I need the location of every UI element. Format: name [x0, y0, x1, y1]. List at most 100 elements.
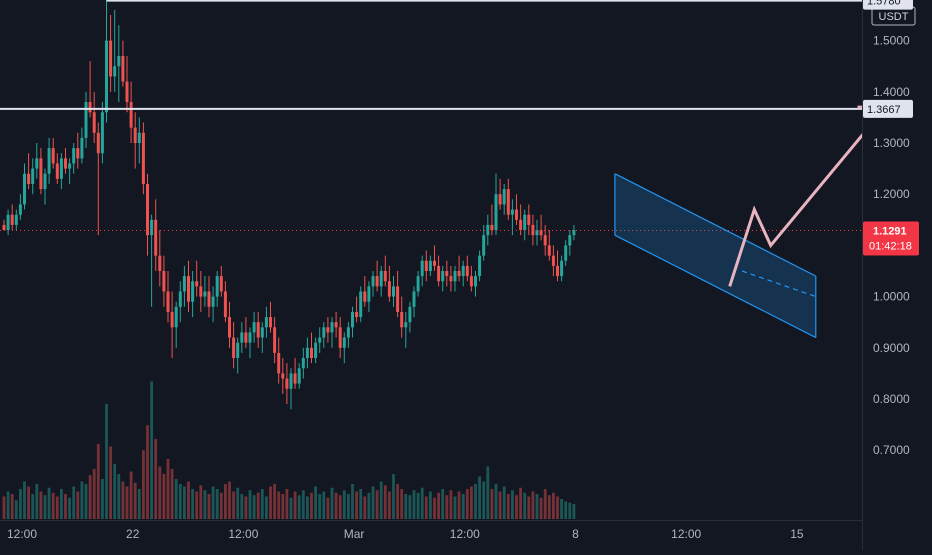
volume-bar [560, 499, 563, 519]
volume-bar [60, 489, 63, 519]
volume-bar [347, 494, 350, 519]
candle-body [437, 265, 441, 282]
candle-body [6, 214, 10, 231]
volume-bar [531, 491, 535, 519]
volume-bar [19, 489, 22, 519]
volume-bar [494, 484, 498, 519]
candle-body [244, 332, 248, 343]
volume-bar [142, 450, 145, 519]
candle-body [215, 276, 219, 297]
candle-body [59, 158, 63, 179]
candle-body [494, 194, 498, 231]
channel-mid-line[interactable] [741, 270, 816, 298]
volume-bar [420, 487, 424, 519]
volume-bar [511, 490, 514, 519]
y-tick-label: 0.7000 [873, 443, 910, 457]
x-tick-label: 12:00 [228, 527, 258, 541]
candle-body [187, 276, 190, 302]
volume-bar [166, 459, 170, 519]
volume-bar [55, 496, 59, 519]
candle-body [498, 194, 502, 205]
candle-body [502, 189, 506, 205]
candle-body [375, 276, 379, 287]
volume-bar [35, 484, 39, 519]
volume-bar [43, 495, 47, 519]
channel-lower-line[interactable] [614, 234, 817, 339]
volume-bar [445, 495, 449, 519]
volume-bar [228, 481, 231, 519]
candle-body [506, 189, 510, 215]
volume-bar [539, 497, 543, 519]
volume-bar [568, 502, 572, 519]
candle-body [404, 322, 408, 328]
volume-bar [236, 487, 240, 519]
projection-path[interactable] [728, 106, 887, 287]
volume-bar [392, 474, 395, 519]
candle-body [301, 358, 305, 369]
volume-bar [375, 490, 379, 519]
candle-body [441, 271, 445, 282]
drawings[interactable] [614, 105, 900, 339]
volume-bar [429, 491, 432, 519]
volume-bar [14, 500, 18, 519]
volume-bar [187, 481, 190, 519]
candle-body [84, 102, 88, 138]
candle-body [285, 378, 289, 389]
candle-body [547, 245, 551, 256]
channel-upper-line[interactable] [614, 173, 817, 277]
candle-body [330, 322, 334, 333]
candle-body [236, 342, 240, 359]
volume-bar [342, 490, 346, 519]
channel-fill [614, 173, 816, 338]
candle-body [461, 265, 465, 277]
volume-bar [289, 497, 293, 519]
candle-body [125, 81, 129, 103]
candle-body [523, 214, 527, 231]
candle-body [170, 311, 174, 328]
candle-body [240, 332, 244, 343]
volume-bar [408, 495, 412, 519]
volume-bar [424, 496, 428, 519]
volume-bar [129, 471, 133, 519]
x-tick-label: Mar [344, 527, 365, 541]
volume-bar [178, 484, 182, 519]
volume-bar [162, 474, 166, 519]
candle-body [424, 260, 428, 271]
volume-bar [379, 481, 383, 519]
level-price-label: 1.3667 [867, 104, 901, 116]
volume-bar [301, 490, 305, 519]
volume-bar [96, 444, 100, 519]
volume-bar [486, 466, 490, 519]
y-axis-panel[interactable] [862, 0, 932, 550]
volume-bar [133, 482, 137, 519]
x-tick-label: 12:00 [671, 527, 701, 541]
candle-body [88, 102, 92, 113]
volume-bar [215, 489, 219, 519]
candle-body [535, 230, 539, 236]
volume-bar [552, 492, 555, 519]
volume-bar [109, 446, 112, 519]
candle-body [211, 296, 215, 307]
volume-bar [240, 494, 244, 519]
volume-bar [453, 496, 457, 519]
candle-body [256, 322, 260, 338]
volume-bar [383, 485, 387, 519]
candle-body [121, 55, 125, 82]
candle-body [174, 306, 178, 328]
candle-body [150, 219, 154, 236]
volume-bar [441, 489, 445, 519]
volume-bar [306, 496, 309, 519]
candle-body [314, 342, 318, 359]
volume-bar [527, 496, 531, 519]
candle-body [14, 214, 18, 225]
volume-bar [400, 489, 404, 519]
candle-body [18, 204, 22, 215]
volume-bar [310, 492, 313, 519]
volume-bar [269, 486, 272, 519]
candle-body [232, 337, 236, 359]
candle-body [113, 66, 117, 77]
candle-body [297, 368, 301, 384]
candle-body [527, 214, 531, 225]
